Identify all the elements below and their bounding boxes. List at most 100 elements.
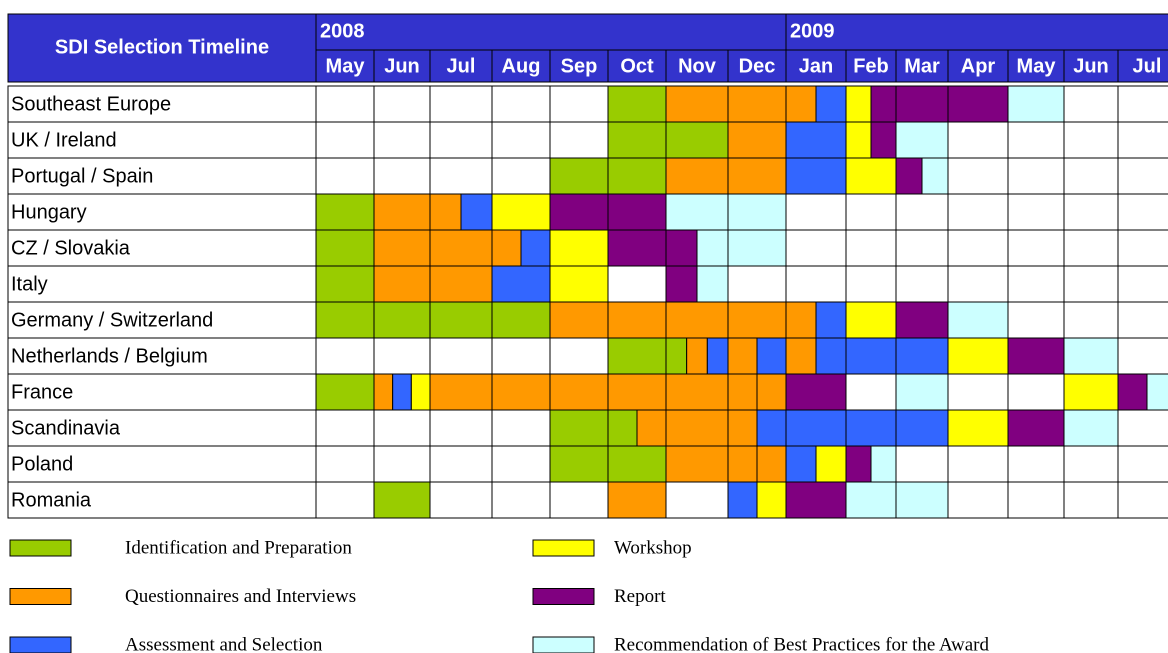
month-cell [665,49,729,83]
phase-segment [947,337,1009,375]
phase-segment [607,85,667,123]
phase-segment [636,409,667,447]
phase-segment [727,121,787,159]
month-slot [549,337,609,375]
month-cell [1117,49,1168,83]
phase-segment [870,121,897,159]
month-slot [1117,85,1168,123]
phase-segment [756,481,787,519]
title: SDI Selection Timeline [55,36,269,58]
phase-segment [1063,409,1119,447]
phase-segment [815,301,847,339]
row-label-cell [7,481,317,519]
month-slot [1063,157,1119,195]
row-label-cell [7,265,317,303]
phase-segment [845,481,897,519]
month-slot [315,157,375,195]
month-cell [373,49,431,83]
phase-segment [491,265,551,303]
month-slot [1007,481,1065,519]
phase-segment [410,373,431,411]
phase-segment [665,121,729,159]
phase-segment [845,121,872,159]
month-slot [1007,157,1065,195]
row-label-cell [7,445,317,483]
month-slot [1063,193,1119,231]
month-slot [785,229,847,267]
month-slot [895,445,949,483]
month-slot [1117,409,1168,447]
phase-segment [1146,373,1168,411]
legend-label: Report [614,586,666,607]
month-slot [947,157,1009,195]
month-cell [607,49,667,83]
phase-segment [1063,373,1119,411]
month-slot [947,445,1009,483]
month-slot [429,337,493,375]
month-label: Jun [384,55,420,77]
phase-segment [665,337,688,375]
phase-segment [460,193,493,231]
month-slot [1063,481,1119,519]
phase-segment [727,229,787,267]
month-label: Mar [904,55,940,77]
phase-segment [607,121,667,159]
phase-segment [756,445,787,483]
month-slot [1007,373,1065,411]
row-label: CZ / Slovakia [11,237,131,259]
month-slot [845,373,897,411]
month-slot [549,481,609,519]
phase-segment [491,193,551,231]
month-slot [315,409,375,447]
row-label-cell [7,193,317,231]
phase-segment [785,409,847,447]
month-slot [429,157,493,195]
phase-segment [373,481,431,519]
phase-segment [665,193,729,231]
month-slot [315,481,375,519]
phase-segment [373,301,431,339]
phase-segment [895,481,949,519]
row-label: Portugal / Spain [11,165,153,187]
month-slot [1117,445,1168,483]
phase-segment [665,265,698,303]
phase-segment [947,301,1009,339]
month-slot [1007,301,1065,339]
legend-label: Identification and Preparation [125,537,352,558]
month-slot [947,229,1009,267]
phase-segment [785,373,847,411]
phase-segment [727,337,758,375]
phase-segment [1007,409,1065,447]
row-label: Hungary [11,201,87,223]
phase-segment [315,229,375,267]
month-label: Nov [678,55,717,77]
month-slot [1117,157,1168,195]
phase-segment [392,373,412,411]
month-slot [1117,481,1168,519]
phase-segment [686,337,708,375]
month-label: Jul [447,55,476,77]
phase-segment [549,157,609,195]
month-slot [373,445,431,483]
phase-segment [373,373,394,411]
phase-segment [895,373,949,411]
phase-segment [727,157,787,195]
month-slot [1063,445,1119,483]
phase-segment [315,301,375,339]
phase-segment [315,373,375,411]
month-slot [607,265,667,303]
row-label-cell [7,301,317,339]
month-slot [373,409,431,447]
phase-segment [785,157,847,195]
phase-segment [1063,337,1119,375]
phase-segment [373,193,431,231]
phase-segment [921,157,949,195]
month-label: May [326,55,366,77]
month-label: Aug [502,55,541,77]
month-label: Jul [1133,55,1162,77]
month-slot [1117,301,1168,339]
month-cell [491,49,551,83]
phase-segment [549,301,609,339]
month-cell [1007,49,1065,83]
